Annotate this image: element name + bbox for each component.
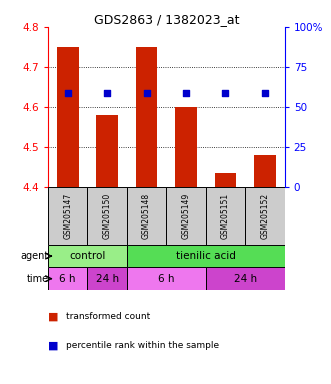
Bar — [96, 115, 118, 187]
Bar — [87, 267, 127, 290]
Text: GSM205150: GSM205150 — [103, 193, 112, 239]
Text: 24 h: 24 h — [234, 274, 257, 284]
Point — [144, 90, 149, 96]
Bar — [214, 173, 236, 187]
Text: control: control — [69, 251, 106, 261]
Bar — [127, 187, 166, 245]
Point — [223, 90, 228, 96]
Bar — [48, 267, 87, 290]
Bar — [166, 187, 206, 245]
Bar — [48, 187, 87, 245]
Bar — [87, 187, 127, 245]
Text: agent: agent — [21, 251, 49, 261]
Text: GSM205149: GSM205149 — [181, 193, 191, 239]
Point — [65, 90, 71, 96]
Text: transformed count: transformed count — [66, 312, 151, 321]
Point — [262, 90, 267, 96]
Text: percentile rank within the sample: percentile rank within the sample — [66, 341, 219, 350]
Text: time: time — [27, 274, 49, 284]
Bar — [127, 245, 285, 267]
Text: tienilic acid: tienilic acid — [176, 251, 236, 261]
Text: ■: ■ — [48, 341, 59, 351]
Bar — [245, 187, 285, 245]
Bar — [206, 267, 285, 290]
Text: GSM205148: GSM205148 — [142, 193, 151, 239]
Bar — [254, 155, 276, 187]
Text: GSM205152: GSM205152 — [260, 193, 269, 239]
Bar — [206, 187, 245, 245]
Text: 6 h: 6 h — [158, 274, 174, 284]
Text: ■: ■ — [48, 312, 59, 322]
Text: GSM205147: GSM205147 — [63, 193, 72, 239]
Bar — [175, 107, 197, 187]
Point — [183, 90, 189, 96]
Text: 6 h: 6 h — [60, 274, 76, 284]
Text: 24 h: 24 h — [96, 274, 119, 284]
Bar — [57, 47, 78, 187]
Bar — [136, 47, 158, 187]
Bar — [48, 245, 127, 267]
Title: GDS2863 / 1382023_at: GDS2863 / 1382023_at — [94, 13, 239, 26]
Text: GSM205151: GSM205151 — [221, 193, 230, 239]
Point — [105, 90, 110, 96]
Bar — [127, 267, 206, 290]
